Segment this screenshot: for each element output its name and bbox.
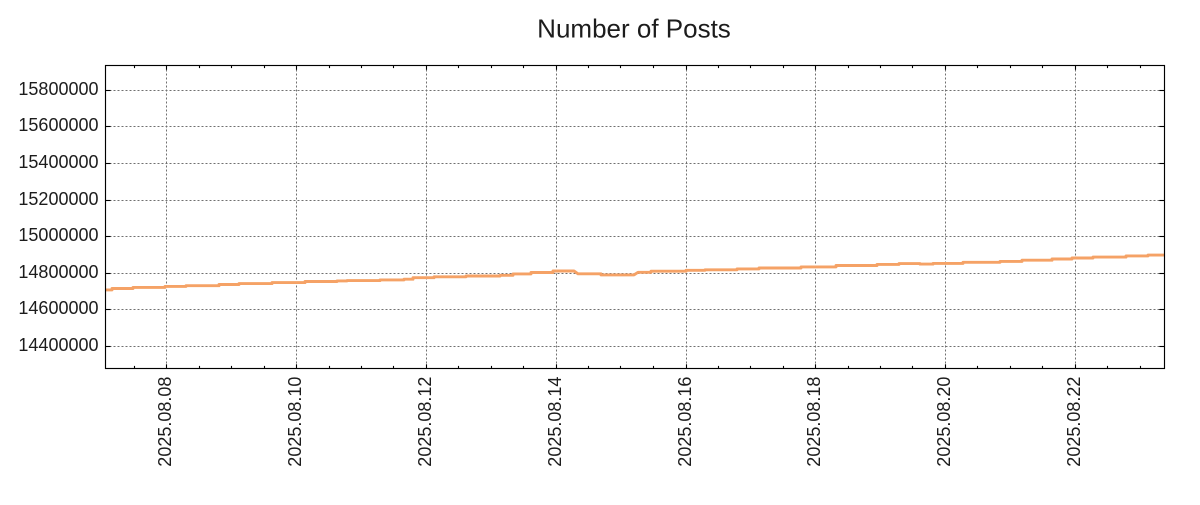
svg-text:14400000: 14400000: [18, 335, 98, 355]
svg-text:15400000: 15400000: [18, 152, 98, 172]
svg-text:Number of Posts: Number of Posts: [537, 14, 731, 44]
svg-text:2025.08.18: 2025.08.18: [804, 377, 824, 467]
svg-text:15600000: 15600000: [18, 115, 98, 135]
svg-text:2025.08.08: 2025.08.08: [155, 377, 175, 467]
svg-text:2025.08.16: 2025.08.16: [675, 377, 695, 467]
svg-text:2025.08.20: 2025.08.20: [934, 377, 954, 467]
svg-text:14800000: 14800000: [18, 262, 98, 282]
svg-text:15800000: 15800000: [18, 79, 98, 99]
svg-text:15000000: 15000000: [18, 225, 98, 245]
svg-text:14600000: 14600000: [18, 298, 98, 318]
svg-text:15200000: 15200000: [18, 189, 98, 209]
svg-text:2025.08.12: 2025.08.12: [415, 377, 435, 467]
svg-text:2025.08.10: 2025.08.10: [285, 377, 305, 467]
svg-text:2025.08.22: 2025.08.22: [1064, 377, 1084, 467]
svg-text:2025.08.14: 2025.08.14: [545, 377, 565, 467]
